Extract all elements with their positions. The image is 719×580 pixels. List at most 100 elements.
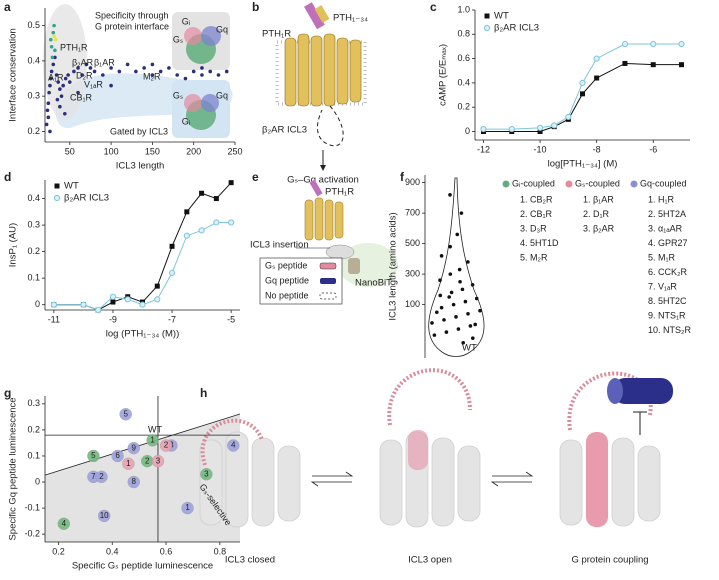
icl3-open: [387, 368, 472, 426]
x-tick-label: 50: [65, 146, 75, 156]
point-label: 6: [115, 451, 120, 460]
label: ICL3 insertion: [250, 240, 309, 251]
marker: [50, 301, 57, 308]
y-tick-label: 0.1: [27, 273, 40, 283]
point-label: 1: [126, 459, 131, 468]
y-tick-label: 0.2: [457, 102, 470, 112]
point: [48, 37, 53, 42]
ligand: [309, 179, 323, 197]
helix-active: [586, 432, 608, 527]
label: PTH₁₋₃₄: [333, 13, 368, 24]
point-label: 2: [99, 472, 104, 481]
point: [142, 66, 146, 70]
point: [58, 104, 62, 109]
legend-item: 4. GPR27: [648, 238, 688, 248]
point: [46, 115, 51, 120]
legend-item: 3. α₁ₐAR: [648, 223, 683, 233]
point: [45, 108, 50, 113]
marker: [678, 40, 685, 48]
point: [448, 244, 453, 249]
legend-item: 1. β₁AR: [583, 194, 614, 204]
marker: [109, 293, 117, 300]
legend-label: Gₛ peptide: [265, 260, 307, 270]
marker: [536, 124, 544, 131]
marker: [593, 55, 600, 62]
legend-item: 2. D₁R: [583, 209, 610, 219]
marker: [80, 301, 87, 308]
point: [67, 80, 72, 84]
point: [48, 129, 52, 134]
legend-label: Gq peptide: [265, 275, 309, 285]
nanobit-part: [348, 258, 360, 274]
series-line: [483, 62, 682, 132]
annotation: Gᵢ: [182, 116, 190, 126]
y-tick-label: 0: [465, 126, 470, 136]
x-tick-label: -11: [48, 314, 60, 324]
point: [127, 441, 140, 455]
g-protein: [613, 378, 673, 404]
point: [432, 333, 437, 337]
point: [463, 299, 468, 304]
y-tick-label: 0.8: [457, 29, 470, 39]
violin: [428, 177, 485, 357]
marker: [679, 62, 685, 68]
marker: [168, 269, 176, 276]
annotation: M₂R: [143, 71, 161, 81]
annotation: Specificity through: [95, 10, 169, 20]
point: [461, 340, 466, 345]
marker: [213, 196, 219, 202]
panel-label: a: [4, 0, 11, 14]
y-tick-label: 0.6: [457, 53, 470, 63]
x-tick-label: 0.2: [52, 546, 65, 556]
legend-label: No peptide: [265, 290, 309, 300]
point: [451, 302, 456, 307]
legend-item: 1. CB₂R: [520, 194, 553, 204]
equilibrium-arrows: [310, 471, 534, 487]
point: [84, 62, 89, 67]
x-axis-title: log[PTH₁₋₃₄] (M): [548, 159, 618, 170]
point-label: 3: [156, 456, 161, 465]
g-protein-cap: [607, 378, 623, 404]
marker: [579, 79, 586, 86]
y-axis-title: cAMP (E/Eₘₐₓ): [438, 44, 449, 106]
y-tick-label: 0.2: [27, 424, 40, 434]
legend-item: 4. 5HT1D: [520, 238, 559, 248]
label: Gₛ–Gq activation: [287, 175, 359, 186]
point: [59, 94, 64, 98]
point: [57, 517, 71, 530]
point: [444, 330, 449, 334]
marker: [154, 283, 160, 289]
point-label: 1: [185, 503, 190, 512]
point: [208, 69, 213, 74]
x-tick-label: 200: [186, 146, 201, 156]
venn-circle: [201, 94, 219, 112]
ligand: [314, 5, 330, 23]
point: [175, 73, 179, 77]
annotation: Gated by ICL3: [110, 126, 168, 136]
x-tick-label: -9: [109, 314, 117, 324]
legend-item: 2. CB₁R: [520, 209, 553, 219]
annotation: D₂R: [76, 70, 93, 80]
diagram-h: [199, 431, 661, 528]
y-tick-label: 0.1: [27, 450, 40, 460]
point: [200, 66, 204, 70]
y-tick-label: -0.1: [24, 502, 40, 512]
annotation: Gᵢ: [182, 16, 190, 26]
legend-item: 3. β₂AR: [583, 223, 615, 233]
panel-label: e: [252, 170, 259, 184]
legend-label: β₂AR ICL3: [64, 193, 109, 204]
y-tick-label: 0.3: [27, 398, 40, 408]
point: [58, 87, 62, 91]
point: [447, 295, 451, 299]
point: [430, 321, 434, 325]
x-tick-label: -6: [649, 144, 657, 154]
panel-label: h: [200, 386, 207, 400]
state-label: ICL3 open: [408, 555, 452, 566]
nanobit-part: [325, 244, 355, 260]
point-label: WT: [462, 343, 477, 354]
y-tick-label: 1.0: [457, 4, 470, 14]
point: [448, 193, 452, 197]
annotation: WT: [148, 424, 162, 434]
legend-label: WT: [64, 181, 79, 192]
